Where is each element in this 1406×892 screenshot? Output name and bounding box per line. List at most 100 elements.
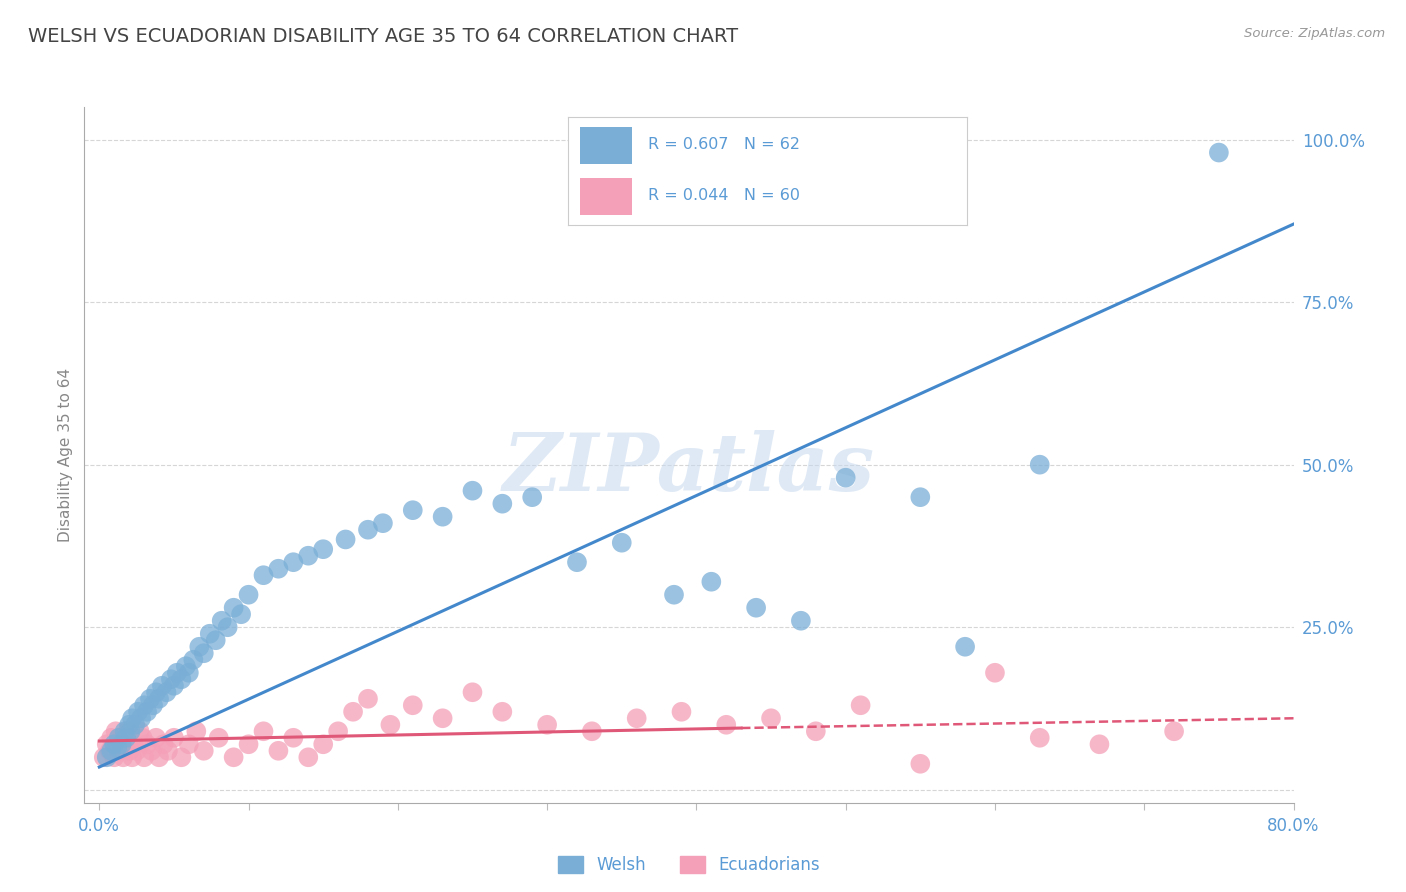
Legend: Welsh, Ecuadorians: Welsh, Ecuadorians xyxy=(558,856,820,874)
Point xyxy=(380,718,402,732)
Text: WELSH VS ECUADORIAN DISABILITY AGE 35 TO 64 CORRELATION CHART: WELSH VS ECUADORIAN DISABILITY AGE 35 TO… xyxy=(28,27,738,45)
Point xyxy=(132,750,155,764)
Point xyxy=(132,698,155,713)
Point xyxy=(222,600,245,615)
Point xyxy=(700,574,723,589)
Point xyxy=(136,737,159,751)
Point xyxy=(198,626,221,640)
Point xyxy=(163,679,186,693)
Point xyxy=(111,737,134,751)
Point xyxy=(117,724,139,739)
Point xyxy=(491,497,513,511)
Point xyxy=(522,490,544,504)
Point xyxy=(432,509,454,524)
Point xyxy=(129,711,152,725)
Point xyxy=(124,718,146,732)
Y-axis label: Disability Age 35 to 64: Disability Age 35 to 64 xyxy=(58,368,73,542)
Point xyxy=(150,679,173,693)
Point xyxy=(804,724,827,739)
Point xyxy=(461,685,484,699)
Point xyxy=(229,607,252,622)
Point xyxy=(136,705,159,719)
Point xyxy=(357,691,380,706)
Point xyxy=(1029,731,1052,745)
Point xyxy=(104,724,127,739)
Point xyxy=(461,483,484,498)
Point xyxy=(100,744,122,758)
Point xyxy=(834,471,856,485)
Point xyxy=(96,750,118,764)
Point xyxy=(166,665,188,680)
Point xyxy=(662,588,685,602)
Point xyxy=(107,731,129,745)
Point xyxy=(211,614,233,628)
Point xyxy=(148,750,170,764)
Point xyxy=(155,685,177,699)
Point xyxy=(671,705,693,719)
Point xyxy=(105,737,128,751)
Point xyxy=(115,731,138,745)
Point xyxy=(326,724,349,739)
Point xyxy=(186,724,208,739)
Point xyxy=(297,549,319,563)
Point xyxy=(297,750,319,764)
Point xyxy=(267,562,290,576)
Point xyxy=(121,711,143,725)
Point xyxy=(283,731,305,745)
Point xyxy=(984,665,1007,680)
Point xyxy=(402,698,425,713)
Point xyxy=(177,737,200,751)
Point xyxy=(312,737,335,751)
Point xyxy=(402,503,425,517)
Point xyxy=(125,744,148,758)
Point xyxy=(342,705,364,719)
Point xyxy=(536,718,558,732)
Text: Source: ZipAtlas.com: Source: ZipAtlas.com xyxy=(1244,27,1385,40)
Point xyxy=(910,490,932,504)
Point xyxy=(93,750,115,764)
Point xyxy=(565,555,588,569)
Point xyxy=(177,665,200,680)
Point xyxy=(142,698,165,713)
Point xyxy=(193,646,215,660)
Point xyxy=(1163,724,1185,739)
Point xyxy=(1208,145,1230,160)
Point xyxy=(716,718,738,732)
Point xyxy=(128,724,150,739)
Point xyxy=(103,750,125,764)
Point xyxy=(114,724,136,739)
Point xyxy=(131,731,153,745)
Point xyxy=(335,533,357,547)
Point xyxy=(910,756,932,771)
Point xyxy=(238,588,260,602)
Point xyxy=(252,724,274,739)
Point xyxy=(127,705,149,719)
Point xyxy=(193,744,215,758)
Point xyxy=(204,633,226,648)
Point xyxy=(105,740,128,755)
Point xyxy=(432,711,454,725)
Point xyxy=(252,568,274,582)
Point xyxy=(152,737,174,751)
Point xyxy=(222,750,245,764)
Point xyxy=(174,659,197,673)
Point xyxy=(849,698,872,713)
Point xyxy=(953,640,976,654)
Point xyxy=(118,718,141,732)
Point xyxy=(491,705,513,719)
Point xyxy=(759,711,782,725)
Point xyxy=(118,744,141,758)
Point xyxy=(1088,737,1111,751)
Point xyxy=(98,744,121,758)
Point xyxy=(139,691,162,706)
Point xyxy=(115,737,138,751)
Point xyxy=(111,731,134,745)
Point xyxy=(745,600,768,615)
Point xyxy=(357,523,380,537)
Point xyxy=(1029,458,1052,472)
Point xyxy=(312,542,335,557)
Point xyxy=(122,737,145,751)
Point xyxy=(120,731,142,745)
Point xyxy=(283,555,305,569)
Point xyxy=(163,731,186,745)
